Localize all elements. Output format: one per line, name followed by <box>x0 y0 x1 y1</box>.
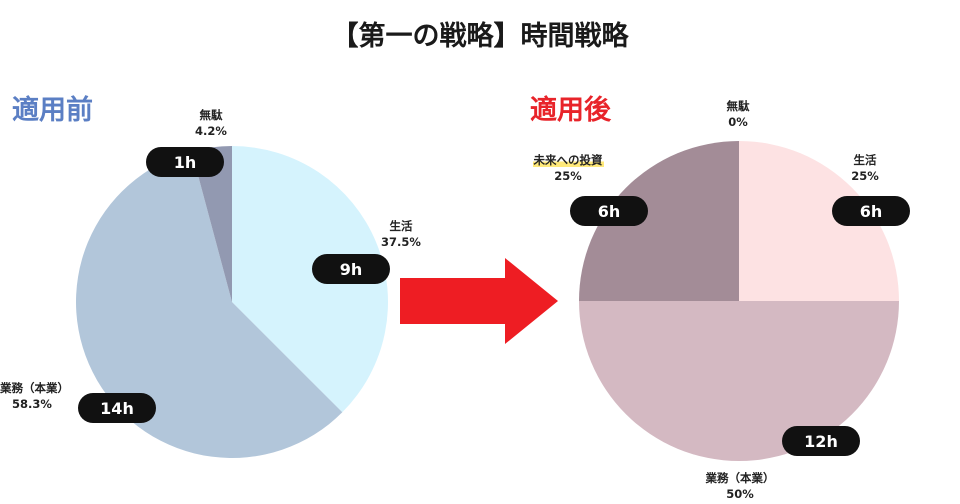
pie-before-slice-0 <box>232 146 388 413</box>
pie-after-slice-0 <box>739 141 899 301</box>
pie-after-slice-2 <box>579 141 739 301</box>
slice-label-waste-before: 無駄 4.2% <box>195 108 227 138</box>
pie-after-slice-1 <box>579 301 899 461</box>
after-heading: 適用後 <box>530 95 611 126</box>
pie-before-slice-1 <box>76 151 343 459</box>
hours-pill-invest-after: 6h <box>570 196 648 226</box>
hours-pill-work-after: 12h <box>782 426 860 456</box>
slice-label-life-before: 生活 37.5% <box>381 219 421 249</box>
pie-before-slice-2 <box>191 146 232 302</box>
page-title: 【第一の戦略】時間戦略 <box>331 21 629 52</box>
slice-label-work-after: 業務（本業） 50% <box>705 471 775 501</box>
before-heading: 適用前 <box>12 95 93 126</box>
hours-pill-work-before: 14h <box>78 393 156 423</box>
pie-before <box>76 146 388 459</box>
slice-label-life-after: 生活 25% <box>851 153 879 183</box>
slice-label-invest-after: 未来への投資 25% <box>532 153 604 183</box>
slice-label-work-before: 業務（本業） 58.3% <box>0 381 69 411</box>
pie-after <box>579 141 899 461</box>
hours-pill-waste-before: 1h <box>146 147 224 177</box>
slice-label-waste-after: 無駄 0% <box>726 99 750 129</box>
hours-pill-life-before: 9h <box>312 254 390 284</box>
arrow-right-icon <box>400 258 558 344</box>
hours-pill-life-after: 6h <box>832 196 910 226</box>
